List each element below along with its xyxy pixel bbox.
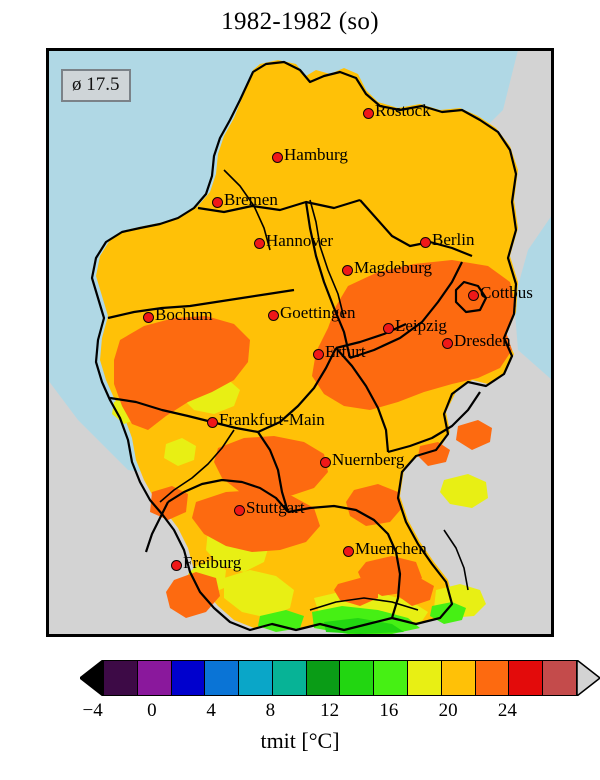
colorbar-segment-7 xyxy=(340,661,375,695)
city-dot-icon xyxy=(420,237,431,248)
city-dot-icon xyxy=(254,238,265,249)
colorbar-tick-2: 4 xyxy=(206,700,216,721)
city-label: Bremen xyxy=(224,190,278,209)
colorbar-tick-4: 12 xyxy=(320,700,340,721)
city-label: Leipzig xyxy=(395,316,447,335)
city-label: Berlin xyxy=(432,230,475,249)
germany-temperature-map xyxy=(48,50,552,635)
colorbar-tick-1: 0 xyxy=(147,700,157,721)
colorbar-ticks: −4 0 4 8 12 16 20 24 xyxy=(40,700,560,726)
city-dot-icon xyxy=(207,417,218,428)
colorbar-tick-3: 8 xyxy=(265,700,276,721)
city-dot-icon xyxy=(468,290,479,301)
colorbar-segment-4 xyxy=(239,661,273,695)
city-dot-icon xyxy=(272,152,283,163)
colorbar-segment-10 xyxy=(441,661,476,695)
colorbar-tick-5: 16 xyxy=(379,700,399,721)
colorbar-segment-12 xyxy=(509,661,544,695)
colorbar-segment-5 xyxy=(272,661,307,695)
colorbar-segment-3 xyxy=(205,661,240,695)
city-dot-icon xyxy=(143,312,154,323)
city-dot-icon xyxy=(171,560,182,571)
city-label: Dresden xyxy=(454,331,511,350)
colorbar-segment-11 xyxy=(475,661,510,695)
colorbar-segment-9 xyxy=(408,661,442,695)
city-dot-icon xyxy=(212,197,223,208)
city-dot-icon xyxy=(383,323,394,334)
colorbar-segment-1 xyxy=(137,661,172,695)
city-dot-icon xyxy=(313,349,324,360)
city-label: Bochum xyxy=(155,305,213,324)
colorbar-segment-2 xyxy=(171,661,206,695)
colorbar-segment-6 xyxy=(306,661,341,695)
colorbar-under-arrow xyxy=(80,660,103,696)
colorbar-segment-13 xyxy=(543,661,576,695)
colorbar-segment-0 xyxy=(104,661,138,695)
city-label: Rostock xyxy=(375,101,431,120)
city-label: Stuttgart xyxy=(246,498,305,517)
city-label: Hamburg xyxy=(284,145,348,164)
colorbar-wrap xyxy=(40,660,600,700)
domain-mean-annotation: ø 17.5 xyxy=(61,69,131,102)
temp-band-yellow xyxy=(96,60,518,628)
city-dot-icon xyxy=(320,457,331,468)
city-label: Erfurt xyxy=(325,342,366,361)
city-dot-icon xyxy=(363,108,374,119)
city-label: Freiburg xyxy=(183,553,242,572)
city-dot-icon xyxy=(342,265,353,276)
city-label: Muenchen xyxy=(355,539,427,558)
temperature-field xyxy=(96,60,518,634)
colorbar-tick-6: 20 xyxy=(438,700,458,721)
colorbar-segment-8 xyxy=(374,661,409,695)
colorbar-tick-0: −4 xyxy=(82,700,103,721)
city-label: Hannover xyxy=(266,231,334,250)
temp-band-orange xyxy=(114,260,516,618)
colorbar-tick-7: 24 xyxy=(497,700,517,721)
colorbar-over-arrow xyxy=(577,660,600,696)
figure-title: 1982-1982 (so) xyxy=(221,8,379,35)
city-label: Magdeburg xyxy=(354,258,433,277)
city-dot-icon xyxy=(234,505,245,516)
administrative-borders xyxy=(90,60,518,632)
city-label: Nuernberg xyxy=(332,450,405,469)
city-label: Frankfurt-Main xyxy=(219,410,325,429)
colorbar-gradient xyxy=(103,660,577,696)
colorbar-axis-label: tmit [°C] xyxy=(260,728,340,753)
city-dot-icon xyxy=(442,338,453,349)
map-plot-area xyxy=(46,48,554,637)
city-label: Goettingen xyxy=(280,303,356,322)
city-dot-icon xyxy=(343,546,354,557)
city-dot-icon xyxy=(268,310,279,321)
city-label: Cottbus xyxy=(480,283,533,302)
